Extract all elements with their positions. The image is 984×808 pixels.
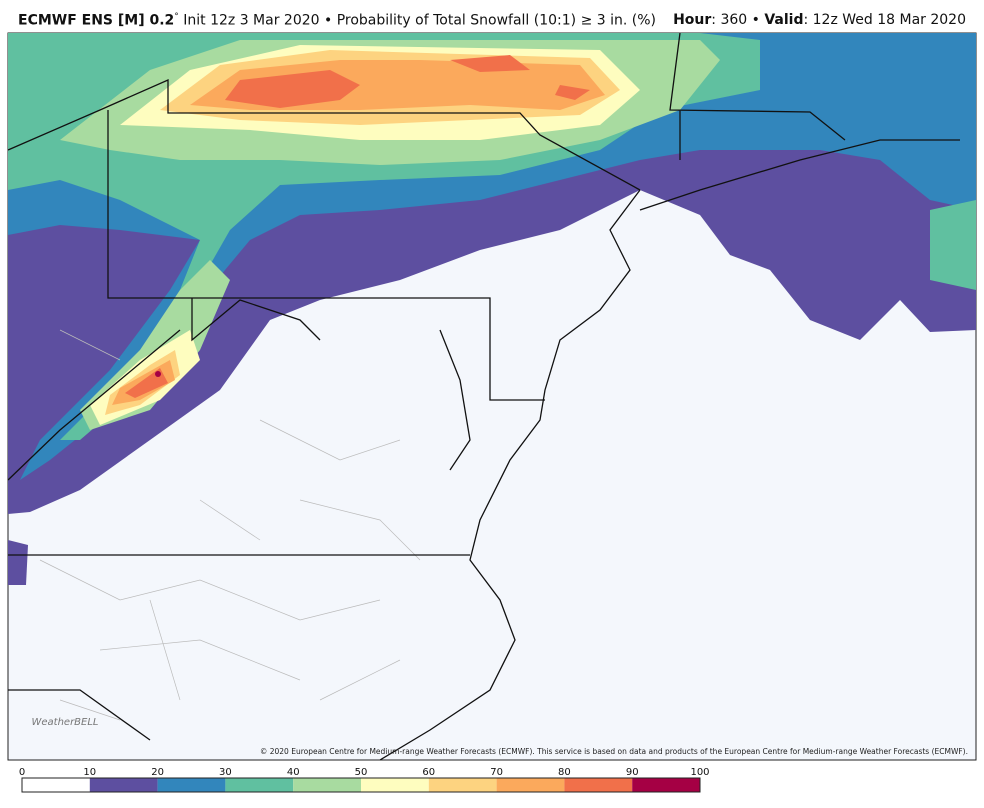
coastline <box>379 139 960 761</box>
colorbar-tick-label: 30 <box>219 767 232 778</box>
valid: : 12z Wed 18 Mar 2020 <box>803 12 966 28</box>
degree: ° <box>174 12 179 22</box>
colorbar-segment <box>632 778 700 792</box>
title: Init 12z 3 Mar 2020 • Probability of Tot… <box>183 12 657 29</box>
colorbar-tick-label: 70 <box>490 767 503 778</box>
header-left: ECMWF ENS [M] 0.2° Init 12z 3 Mar 2020 •… <box>18 12 656 29</box>
valid-label: Valid <box>764 12 804 28</box>
logo: WeatherBELL <box>31 717 98 728</box>
colorbar-frame <box>21 777 701 793</box>
contour-10 <box>8 540 28 585</box>
model: ECMWF ENS [M] 0.2 <box>18 12 175 29</box>
colorbar-segment <box>157 778 226 792</box>
copyright: © 2020 European Centre for Medium-range … <box>260 747 968 756</box>
colorbar-tick-label: 50 <box>355 767 368 778</box>
contour-80 <box>225 70 360 108</box>
colorbar: 0 10 20 30 40 50 60 70 80 90 100 <box>19 767 710 793</box>
colorbar-tick-label: 0 <box>19 767 25 778</box>
colorbar-tick-label: 10 <box>83 767 96 778</box>
colorbar-segment <box>428 778 497 792</box>
colorbar-tick-label: 90 <box>626 767 639 778</box>
state-borders <box>7 32 846 741</box>
colorbar-segment <box>564 778 633 792</box>
hour-label: Hour <box>673 12 712 28</box>
hour: : 360 • <box>711 12 760 28</box>
colorbar-segment <box>293 778 361 792</box>
colorbar-tick-label: 100 <box>690 767 709 778</box>
colorbar-tick-label: 20 <box>151 767 164 778</box>
colorbar-segment <box>225 778 294 792</box>
colorbar-segment <box>361 778 429 792</box>
county-lines <box>39 329 421 721</box>
contour-30 <box>930 200 976 290</box>
colorbar-tick-label: 40 <box>287 767 300 778</box>
colorbar-tick-label: 60 <box>422 767 435 778</box>
contour-90 <box>155 371 161 377</box>
colorbar-segment <box>22 778 90 792</box>
colorbar-segment <box>89 778 158 792</box>
colorbar-segment <box>496 778 565 792</box>
colorbar-tick-label: 80 <box>558 767 571 778</box>
header-right: Hour: 360 • Valid: 12z Wed 18 Mar 2020 <box>673 12 966 28</box>
contour-80 <box>450 55 590 100</box>
